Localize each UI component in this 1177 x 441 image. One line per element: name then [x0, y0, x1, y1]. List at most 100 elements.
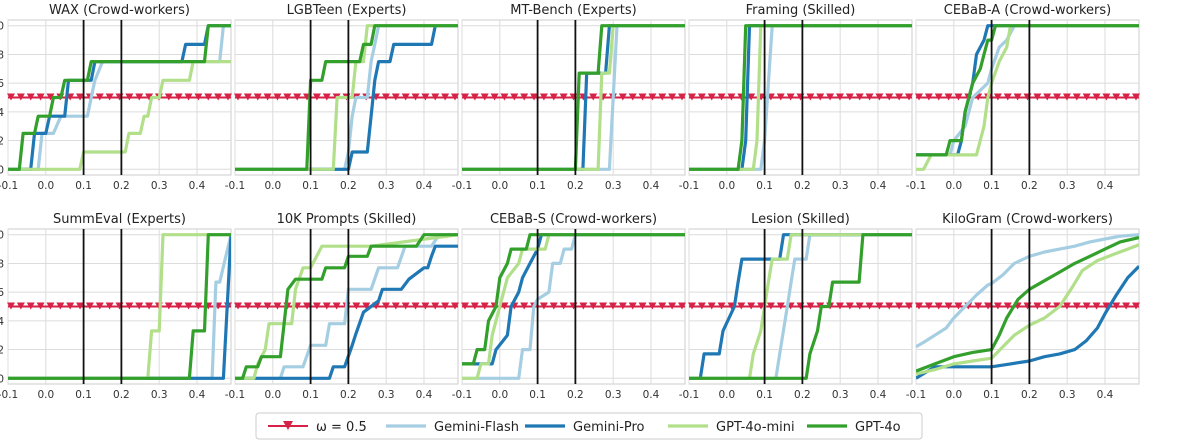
omega-marker — [1112, 93, 1121, 101]
x-tick-label: 0.2 — [567, 389, 584, 401]
x-tick-label: 0.4 — [1097, 180, 1114, 192]
x-tick-label: 0.0 — [945, 389, 962, 401]
legend-label: Gemini-Pro — [573, 420, 645, 435]
omega-marker — [105, 302, 114, 310]
panel-10k-prompts-skilled: 10K Prompts (Skilled) -0.1 0.0 0.1 0.2 0.3 0.4 — [225, 212, 459, 401]
omega-marker — [16, 302, 25, 310]
omega-marker — [332, 302, 341, 310]
legend-label: ω = 0.5 — [316, 420, 367, 435]
series-line-gpt-4o — [916, 236, 1139, 373]
x-tick-label: 0.2 — [794, 389, 811, 401]
omega-marker — [1102, 302, 1111, 310]
x-tick-label: 0.3 — [378, 389, 395, 401]
panel-title: Lesion (Skilled) — [751, 212, 850, 227]
omega-marker — [944, 93, 953, 101]
omega-marker — [441, 302, 450, 310]
omega-marker — [599, 302, 608, 310]
omega-marker — [618, 93, 627, 101]
x-tick-label: 0.4 — [416, 180, 433, 192]
omega-marker — [520, 93, 529, 101]
omega-marker — [381, 302, 390, 310]
x-tick-label: 0.1 — [756, 180, 773, 192]
omega-marker — [747, 302, 756, 310]
omega-marker — [145, 302, 154, 310]
x-tick-label: 0.1 — [529, 180, 546, 192]
x-tick-label: 0.0 — [37, 180, 54, 192]
omega-marker — [697, 93, 706, 101]
series-line-gemini-pro — [462, 233, 685, 366]
omega-marker — [214, 93, 223, 101]
omega-marker — [1033, 302, 1042, 310]
series-line-gemini-flash — [916, 233, 1139, 349]
omega-marker — [618, 302, 627, 310]
omega-marker — [875, 302, 884, 310]
panel-title: CEBaB-A (Crowd-workers) — [944, 3, 1111, 18]
series-line-gemini-pro — [916, 265, 1139, 380]
omega-marker — [293, 93, 302, 101]
omega-marker — [579, 302, 588, 310]
y-tick-label: 1.0 — [0, 230, 4, 242]
x-tick-label: 0.2 — [1021, 389, 1038, 401]
x-tick-label: -0.1 — [679, 389, 700, 401]
omega-marker — [895, 93, 904, 101]
omega-marker — [520, 302, 529, 310]
x-tick-label: 0.4 — [189, 389, 206, 401]
panel-title: 10K Prompts (Skilled) — [277, 212, 417, 227]
series-line-gpt-4o — [8, 233, 231, 380]
panel-lesion-skilled: Lesion (Skilled) -0.1 0.0 0.1 0.2 0.3 0.4 — [679, 212, 913, 401]
omega-marker — [1082, 302, 1091, 310]
series-line-gpt-4o-mini — [689, 233, 912, 380]
omega-marker — [954, 93, 963, 101]
panel-lgbteen-experts: LGBTeen (Experts) -0.1 0.0 0.1 0.2 0.3 0.4 — [225, 3, 459, 192]
omega-marker — [431, 302, 440, 310]
omega-marker — [362, 302, 371, 310]
omega-marker — [174, 93, 183, 101]
omega-marker — [224, 93, 232, 101]
series-line-gpt-4o — [689, 233, 912, 380]
x-tick-label: 0.0 — [718, 180, 735, 192]
omega-marker — [549, 93, 558, 101]
omega-marker — [431, 93, 440, 101]
y-tick-label: 0.8 — [0, 49, 4, 61]
omega-marker — [924, 93, 933, 101]
x-tick-label: 0.2 — [113, 180, 130, 192]
omega-marker — [658, 93, 667, 101]
x-tick-label: 0.2 — [340, 389, 357, 401]
omega-marker — [322, 93, 331, 101]
y-tick-label: 0.4 — [0, 107, 4, 119]
omega-marker — [234, 302, 242, 310]
omega-marker — [194, 93, 203, 101]
omega-marker — [530, 93, 539, 101]
omega-marker — [875, 93, 884, 101]
omega-marker — [974, 302, 983, 310]
legend-marker — [283, 421, 293, 430]
omega-marker — [381, 93, 390, 101]
omega-marker — [461, 302, 469, 310]
y-tick-label: 0.2 — [0, 136, 4, 148]
panel-title: KiloGram (Crowd-workers) — [942, 212, 1113, 227]
omega-marker — [668, 302, 677, 310]
series-line-gemini-flash — [689, 233, 912, 380]
omega-marker — [490, 93, 499, 101]
x-tick-label: 0.4 — [416, 389, 433, 401]
omega-marker — [401, 93, 410, 101]
x-tick-label: 0.3 — [378, 180, 395, 192]
omega-marker — [865, 302, 874, 310]
omega-marker — [845, 302, 854, 310]
omega-marker — [1102, 93, 1111, 101]
x-tick-label: 0.4 — [870, 389, 887, 401]
omega-marker — [776, 93, 785, 101]
x-tick-label: -0.1 — [906, 180, 927, 192]
series-line-gemini-flash — [462, 233, 685, 380]
series-line-gemini-pro — [235, 24, 458, 171]
series-line-gpt-4o-mini — [8, 60, 231, 171]
omega-marker — [1132, 302, 1140, 310]
omega-marker — [184, 302, 193, 310]
omega-marker — [944, 302, 953, 310]
omega-marker — [717, 302, 726, 310]
omega-marker — [441, 93, 450, 101]
omega-marker — [56, 302, 65, 310]
omega-marker — [1043, 93, 1052, 101]
series-line-gpt-4o — [235, 24, 458, 171]
